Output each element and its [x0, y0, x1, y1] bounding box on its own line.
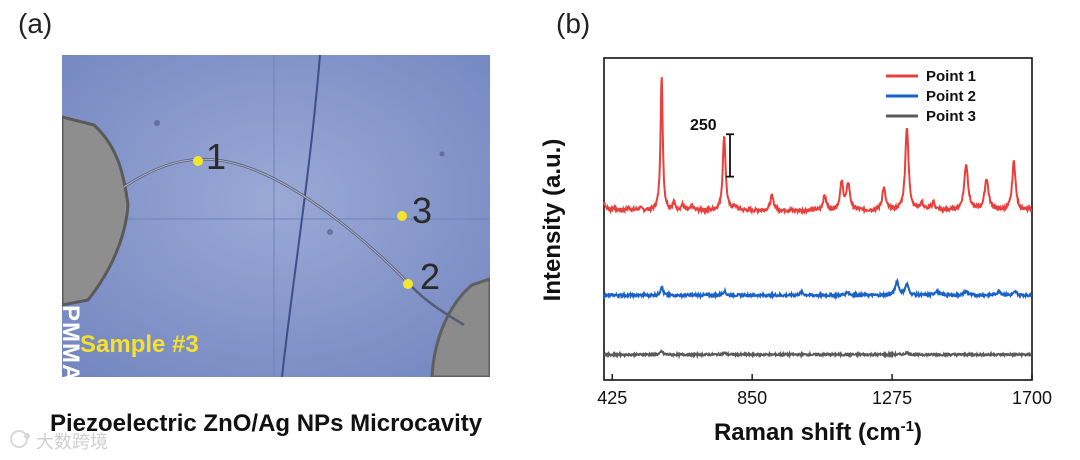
- point-3-dot: [397, 211, 407, 221]
- nanowire-highlight: [123, 158, 413, 288]
- panel-a-label: (a): [18, 8, 53, 39]
- microscope-image: PMMA Sample #3 1 2 3: [62, 55, 490, 377]
- point-1-label: 1: [206, 136, 227, 177]
- panel-a-caption: Piezoelectric ZnO/Ag NPs Microcavity: [50, 410, 483, 437]
- x-axis-title: Raman shift (cm-1): [714, 418, 922, 446]
- point-2-dot: [403, 279, 413, 289]
- legend: Point 1 Point 2 Point 3: [886, 68, 976, 125]
- microscope-background: [62, 55, 490, 377]
- point-2-label: 2: [420, 256, 441, 297]
- series-layer: [603, 77, 1033, 360]
- debris-speck: [439, 151, 445, 157]
- legend-label-point-2: Point 2: [926, 88, 976, 105]
- series-line-point-1: [603, 77, 1033, 216]
- debris-speck: [154, 120, 160, 126]
- x-ticks: 425 850 1275 1700: [597, 374, 1052, 408]
- watermark-logo-icon: [10, 430, 30, 448]
- legend-label-point-3: Point 3: [926, 108, 976, 125]
- sample-label: Sample #3: [80, 331, 199, 358]
- series-line-point-2: [603, 277, 1033, 301]
- x-tick-label: 1700: [1012, 388, 1052, 408]
- x-tick-label: 850: [737, 388, 767, 408]
- point-1-dot: [193, 156, 203, 166]
- panel-b-label: (b): [556, 8, 591, 39]
- watermark-text: 大数跨境: [36, 432, 108, 452]
- point-3-label: 3: [412, 190, 433, 231]
- y-axis-title: Intensity (a.u.): [539, 139, 566, 302]
- scratch-line: [281, 55, 321, 377]
- scale-bar-label: 250: [690, 117, 717, 134]
- plot-frame: [603, 57, 1033, 381]
- legend-label-point-1: Point 1: [926, 68, 976, 85]
- x-tick-label: 1275: [872, 388, 912, 408]
- pmma-block: [62, 115, 130, 307]
- x-tick-label: 425: [597, 388, 627, 408]
- series-line-point-3: [603, 349, 1032, 360]
- debris-speck: [327, 229, 333, 235]
- right-electrode: [430, 277, 490, 377]
